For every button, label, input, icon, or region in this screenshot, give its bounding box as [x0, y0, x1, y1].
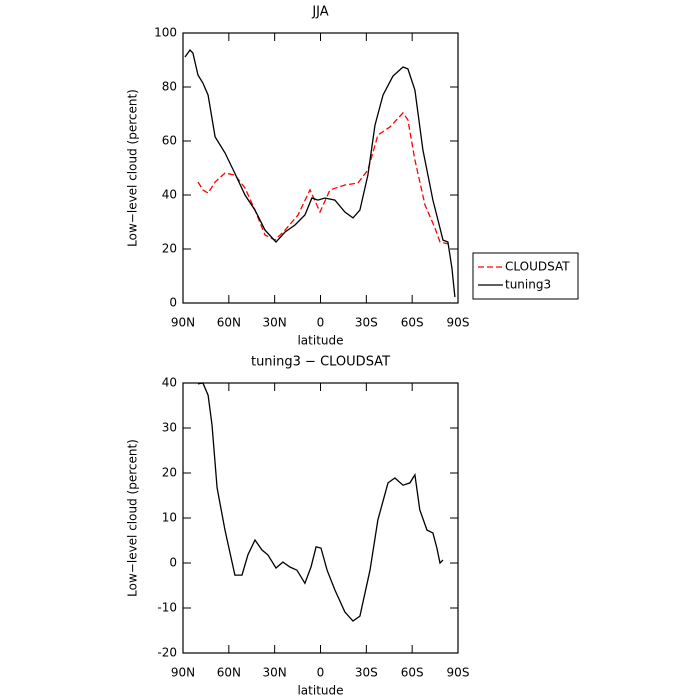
y-axis-label: Low−level cloud (percent): [126, 439, 140, 597]
series-line: [184, 48, 456, 298]
x-tick-label: 90N: [171, 316, 195, 330]
x-tick-label: 30N: [263, 316, 287, 330]
y-tick-label: 20: [162, 466, 177, 480]
y-tick-label: 60: [162, 134, 177, 148]
x-tick-label: 60N: [217, 666, 241, 680]
series-line: [197, 382, 444, 622]
legend-box: [472, 252, 579, 300]
chart-title: tuning3 − CLOUDSAT: [251, 355, 390, 370]
y-tick-label: 10: [162, 511, 177, 525]
y-tick-label: 80: [162, 80, 177, 94]
series-line: [197, 111, 449, 245]
x-tick-label: 0: [317, 666, 325, 680]
y-tick-label: 0: [169, 296, 177, 310]
x-tick-label: 90S: [447, 316, 470, 330]
y-tick-label: 100: [154, 26, 177, 40]
x-tick-label: 60S: [401, 316, 424, 330]
legend-label: CLOUDSAT: [505, 260, 570, 274]
y-tick-label: 40: [162, 188, 177, 202]
x-tick-label: 90N: [171, 666, 195, 680]
plot-frame: [182, 382, 459, 654]
y-tick-label: 0: [169, 556, 177, 570]
y-tick-label: -10: [157, 601, 177, 615]
y-tick-label: -20: [157, 646, 177, 660]
x-axis-label: latitude: [297, 684, 343, 698]
x-axis-label: latitude: [297, 334, 343, 348]
y-tick-label: 20: [162, 242, 177, 256]
legend-label: tuning3: [505, 278, 551, 292]
y-axis-label: Low−level cloud (percent): [126, 89, 140, 247]
x-tick-label: 90S: [447, 666, 470, 680]
y-tick-label: 30: [162, 421, 177, 435]
x-tick-label: 30S: [355, 316, 378, 330]
plot-frame: [182, 32, 459, 304]
y-tick-label: 40: [162, 376, 177, 390]
x-tick-label: 0: [317, 316, 325, 330]
chart-title: JJA: [311, 5, 328, 20]
x-tick-label: 60N: [217, 316, 241, 330]
x-tick-label: 30N: [263, 666, 287, 680]
x-tick-label: 60S: [401, 666, 424, 680]
x-tick-label: 30S: [355, 666, 378, 680]
